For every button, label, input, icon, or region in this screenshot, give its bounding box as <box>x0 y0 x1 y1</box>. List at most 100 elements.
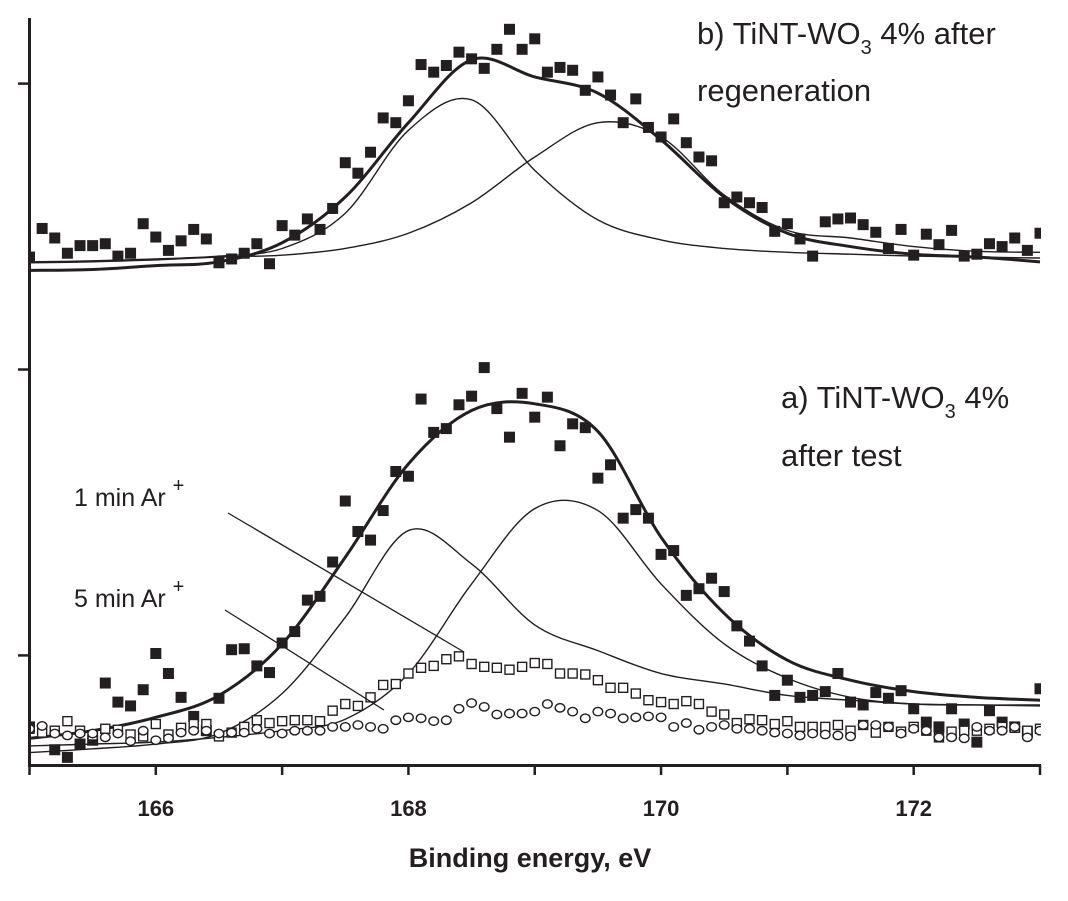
data-point-filled-square <box>529 33 541 45</box>
data-point-open-circle <box>188 725 200 736</box>
data-point-filled-square <box>920 228 932 240</box>
data-point-open-circle <box>958 733 970 744</box>
data-point-open-circle <box>807 728 819 739</box>
data-point-filled-square <box>882 242 894 254</box>
data-point-open-square <box>769 718 780 730</box>
series-3 <box>29 698 1041 747</box>
data-point-open-square <box>289 715 300 726</box>
data-point-open-circle <box>996 725 1008 736</box>
data-point-open-circle <box>238 727 250 738</box>
panel-b-label-line2: regeneration <box>697 73 871 108</box>
data-point-filled-square <box>99 677 111 689</box>
data-point-open-circle <box>693 724 705 735</box>
five-min-ar-label: 5 min Ar + <box>74 576 184 613</box>
data-point-open-square <box>744 714 755 725</box>
data-point-open-square <box>617 682 629 694</box>
data-point-filled-square <box>857 699 869 711</box>
data-point-filled-square <box>440 423 452 435</box>
data-point-filled-square <box>466 53 478 65</box>
data-point-open-square <box>390 678 402 690</box>
data-point-filled-square <box>731 191 743 203</box>
data-point-open-square <box>668 698 679 710</box>
data-point-open-circle <box>61 730 73 741</box>
data-point-open-circle <box>743 723 755 734</box>
data-point-open-circle <box>150 735 162 746</box>
data-point-filled-square <box>276 220 288 232</box>
data-point-filled-square <box>162 668 174 680</box>
data-point-open-square <box>365 692 376 703</box>
data-point-filled-square <box>162 244 174 256</box>
data-point-filled-square <box>415 59 427 71</box>
data-point-filled-square <box>188 223 200 235</box>
data-point-open-circle <box>579 713 591 724</box>
data-point-open-square <box>352 700 364 712</box>
data-point-filled-square <box>693 583 705 595</box>
data-point-filled-square <box>238 247 250 259</box>
data-point-open-square <box>756 715 768 726</box>
data-point-filled-square <box>428 66 440 78</box>
data-point-open-circle <box>1009 721 1021 732</box>
data-point-filled-square <box>365 146 377 158</box>
data-point-filled-square <box>200 233 212 245</box>
data-point-open-circle <box>642 711 654 722</box>
data-point-open-circle <box>845 731 857 742</box>
data-point-filled-square <box>718 586 730 598</box>
data-point-open-circle <box>983 725 995 736</box>
data-point-open-square <box>693 698 705 710</box>
data-point-filled-square <box>352 526 364 538</box>
data-point-filled-square <box>794 233 806 245</box>
data-point-filled-square <box>289 626 301 638</box>
data-point-open-square <box>415 662 427 673</box>
data-point-open-circle <box>516 708 528 719</box>
data-point-filled-square <box>819 686 831 698</box>
data-point-open-circle <box>503 708 515 719</box>
data-point-open-circle <box>276 728 288 739</box>
data-point-filled-square <box>150 648 162 660</box>
data-point-open-circle <box>781 728 793 739</box>
data-point-filled-square <box>74 738 86 750</box>
data-point-filled-square <box>175 691 187 703</box>
data-point-filled-square <box>781 218 793 230</box>
data-point-filled-square <box>983 238 995 250</box>
data-point-filled-square <box>352 167 364 179</box>
x-tick-label: 166 <box>137 796 174 821</box>
data-point-filled-square <box>112 250 124 262</box>
data-point-open-square <box>251 715 263 726</box>
data-point-filled-square <box>743 635 755 647</box>
data-point-filled-square <box>668 545 680 557</box>
data-point-open-square <box>794 721 806 733</box>
data-point-filled-square <box>946 224 958 236</box>
data-point-filled-square <box>276 637 288 649</box>
data-point-filled-square <box>301 594 313 606</box>
data-point-filled-square <box>680 137 692 149</box>
data-point-filled-square <box>503 431 515 443</box>
data-point-filled-square <box>390 117 402 129</box>
data-point-filled-square <box>516 387 528 399</box>
five-min-ar-leader-line <box>224 609 385 711</box>
y-ticks <box>18 82 30 657</box>
data-point-open-circle <box>440 715 452 726</box>
series-0 <box>29 23 1041 270</box>
data-point-open-square <box>403 668 414 679</box>
one-min-ar-label: 1 min Ar + <box>74 475 184 512</box>
data-point-filled-square <box>832 213 844 225</box>
data-point-filled-square <box>781 674 793 686</box>
data-point-open-circle <box>137 725 149 736</box>
data-point-open-circle <box>605 708 617 719</box>
data-point-filled-square <box>958 250 970 262</box>
data-point-filled-square <box>112 696 124 708</box>
data-point-open-circle <box>213 728 225 739</box>
data-point-filled-square <box>819 216 831 228</box>
data-point-filled-square <box>49 744 61 756</box>
data-point-filled-square <box>314 223 326 235</box>
data-point-open-square <box>340 698 351 710</box>
data-point-open-circle <box>882 721 894 732</box>
data-point-filled-square <box>402 470 414 482</box>
data-point-filled-square <box>832 668 844 680</box>
data-point-filled-square <box>213 257 225 269</box>
fit-component-panel-b <box>29 97 1041 263</box>
data-point-filled-square <box>251 238 263 250</box>
data-point-filled-square <box>946 703 958 715</box>
data-point-open-circle <box>74 728 86 739</box>
data-point-open-square <box>441 654 452 665</box>
